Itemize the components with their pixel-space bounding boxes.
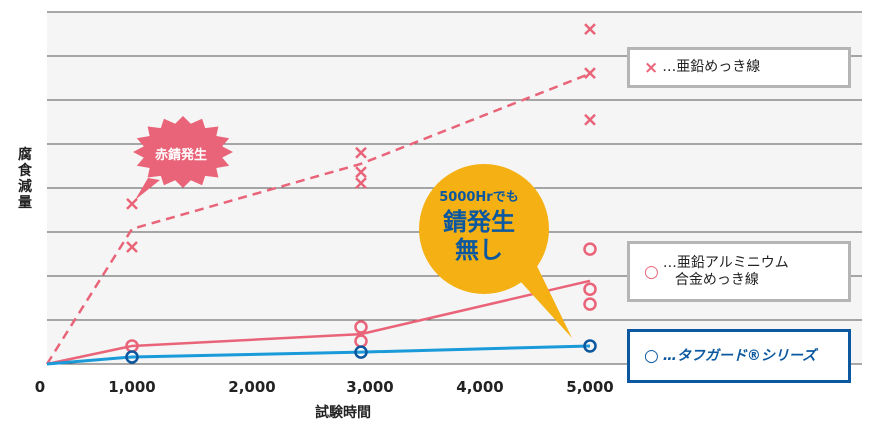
x-tick-0: 0 — [34, 378, 46, 396]
legend-label: …タフガード®シリーズ — [662, 347, 817, 364]
bubble-label-line2: 錆発生 無し — [419, 208, 539, 264]
burst-label: 赤錆発生 — [154, 148, 207, 163]
bubble-label-main: 錆発生 — [443, 208, 515, 236]
red-rust-burst-annotation — [133, 116, 233, 200]
bubble-label-sub: 無し — [455, 236, 503, 264]
circle-marker-icon: ○ — [644, 346, 659, 366]
x-tick-2000: 2,000 — [228, 378, 276, 396]
x-tick-5000: 5,000 — [566, 378, 614, 396]
x-axis-label: 試験時間 — [315, 405, 371, 421]
legend-zinc-aluminum: ○ …亜鉛アルミニウム 合金めっき線 — [627, 241, 851, 302]
legend-label: …亜鉛アルミニウム 合金めっき線 — [663, 255, 789, 289]
bubble-label-line1: 5000Hrでも — [439, 190, 519, 205]
series-markers — [125, 23, 597, 364]
no-rust-bubble-annotation — [419, 164, 572, 338]
legend-label-line1: …亜鉛アルミニウム — [662, 254, 789, 271]
circle-marker-icon: ○ — [644, 261, 659, 282]
x-tick-3000: 3,000 — [346, 378, 394, 396]
legend-toughguard: ○ …タフガード®シリーズ — [627, 329, 851, 383]
cross-marker-icon: × — [644, 57, 659, 78]
legend-zinc-plated: × …亜鉛めっき線 — [627, 47, 851, 88]
legend-label: …亜鉛めっき線 — [662, 59, 761, 75]
x-tick-4000: 4,000 — [456, 378, 504, 396]
series-lines — [45, 72, 591, 366]
legend-label-line2: 合金めっき線 — [674, 271, 759, 288]
x-tick-1000: 1,000 — [108, 378, 156, 396]
y-axis-label: 腐食減量 — [18, 147, 32, 211]
